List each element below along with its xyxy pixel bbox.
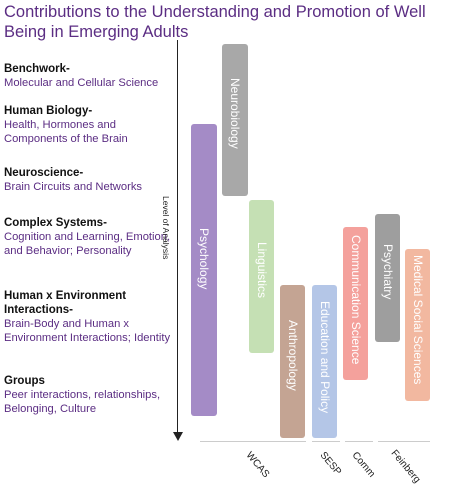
bar-psychiatry: Psychiatry <box>375 214 400 342</box>
bar-psychology: Psychology <box>191 124 217 416</box>
bar-linguistics: Linguistics <box>249 200 274 353</box>
level-neuroscience: Neuroscience- Brain Circuits and Network… <box>4 166 172 194</box>
bar-label: Anthropology <box>285 320 300 391</box>
level-benchwork: Benchwork- Molecular and Cellular Scienc… <box>4 62 172 90</box>
level-heading: Human x Environment Interactions- <box>4 290 127 316</box>
bar-label: Psychology <box>197 228 211 290</box>
bar-medical-social-sciences: Medical Social Sciences <box>405 249 430 401</box>
level-groups: Groups Peer interactions, relationships,… <box>4 374 172 416</box>
level-description: Molecular and Cellular Science <box>4 77 159 89</box>
level-description: Brain Circuits and Networks <box>4 181 143 193</box>
level-axis-line <box>177 40 178 435</box>
level-heading: Complex Systems- <box>4 217 107 229</box>
group-baseline-wcas <box>200 441 306 442</box>
level-heading: Neuroscience- <box>4 167 84 179</box>
group-label-sesp: SESP <box>317 450 344 478</box>
group-baseline-comm <box>345 441 373 442</box>
level-human-environment: Human x Environment Interactions- Brain-… <box>4 289 172 345</box>
bar-label: Education and Policy <box>317 301 332 414</box>
diagram-title: Contributions to the Understanding and P… <box>4 3 426 41</box>
level-heading: Groups <box>4 375 45 387</box>
group-label-comm: Comm <box>349 450 377 480</box>
bar-communication-science: Communication Science <box>343 227 368 380</box>
level-human-biology: Human Biology- Health, Hormones and Comp… <box>4 104 172 146</box>
axis-label: Level of Analysis <box>161 196 171 260</box>
group-baseline-feinberg <box>378 441 430 442</box>
level-heading: Human Biology- <box>4 105 93 117</box>
axis-arrow-down-icon <box>172 432 183 441</box>
bar-label: Neurobiology <box>228 78 242 149</box>
level-description: Health, Hormones and Components of the B… <box>4 119 128 145</box>
bar-education-and-policy: Education and Policy <box>312 285 337 438</box>
bar-anthropology: Anthropology <box>280 285 305 438</box>
bar-label: Linguistics <box>254 242 269 299</box>
group-label-feinberg: Feinberg <box>388 448 423 486</box>
bar-label: Communication Science <box>348 235 363 365</box>
bar-neurobiology: Neurobiology <box>222 44 248 196</box>
group-baseline-sesp <box>312 441 340 442</box>
level-heading: Benchwork- <box>4 63 70 75</box>
group-label-wcas: WCAS <box>243 450 272 481</box>
bar-label: Psychiatry <box>380 244 395 300</box>
level-description: Cognition and Learning, Emotion, and Beh… <box>4 231 171 257</box>
level-description: Peer interactions, relationships, Belong… <box>4 389 161 415</box>
level-description: Brain-Body and Human x Environment Inter… <box>4 318 171 344</box>
bar-label: Medical Social Sciences <box>410 255 425 385</box>
level-complex-systems: Complex Systems- Cognition and Learning,… <box>4 216 172 258</box>
